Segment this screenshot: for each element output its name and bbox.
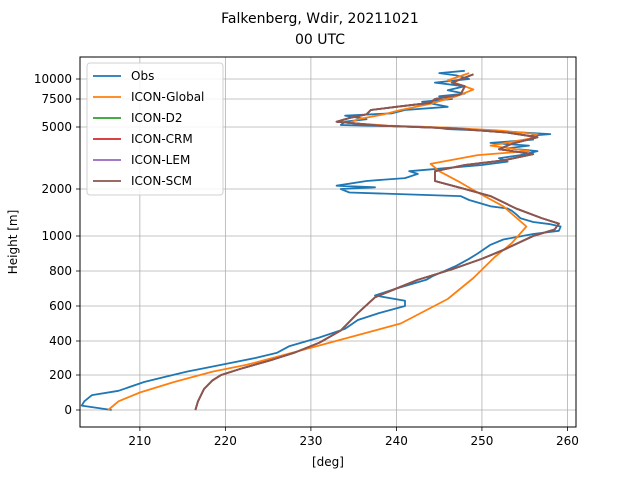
legend-label-icon-scm: ICON-SCM: [131, 174, 192, 188]
plot-frame: [79, 56, 577, 428]
y-tick-label: 2000: [41, 182, 72, 196]
x-axis-label: [deg]: [312, 455, 344, 469]
legend-box: [86, 62, 224, 196]
series-line-obs: [80, 69, 562, 411]
chart-subtitle: 00 UTC: [295, 32, 345, 48]
chart-title: Falkenberg, Wdir, 20211021: [221, 11, 419, 27]
y-tick-label: 5000: [41, 120, 72, 134]
y-tick-label: 200: [49, 368, 72, 382]
series-line-icon-scm: [194, 73, 560, 411]
x-axis-ticks: 210 220 230 240 250 260: [128, 427, 579, 448]
legend-label-icon-global: ICON-Global: [131, 90, 204, 104]
y-tick-label: 600: [49, 299, 72, 313]
y-tick-label: 7500: [41, 92, 72, 106]
y-tick-label: 800: [49, 264, 72, 278]
y-tick-label: 400: [49, 334, 72, 348]
legend-label-icon-lem: ICON-LEM: [131, 153, 190, 167]
legend: Obs ICON-Global ICON-D2 ICON-CRM ICON-LEM ICO…: [86, 62, 224, 196]
x-tick-label: 210: [128, 434, 151, 448]
x-tick-label: 250: [470, 434, 493, 448]
y-tick-label: 0: [64, 403, 72, 417]
x-tick-label: 220: [214, 434, 237, 448]
x-tick-label: 230: [299, 434, 322, 448]
grid-lines: [80, 57, 576, 427]
legend-label-obs: Obs: [131, 69, 154, 83]
y-tick-label: 10000: [34, 72, 72, 86]
y-axis-ticks: 0 200 400 600 800 1000 2000 5000 7500 10000: [34, 72, 80, 417]
x-tick-label: 260: [556, 434, 579, 448]
y-axis-label: Height [m]: [6, 210, 20, 275]
x-tick-label: 240: [385, 434, 408, 448]
series-lines: [80, 69, 562, 411]
legend-label-icon-crm: ICON-CRM: [131, 132, 193, 146]
y-tick-label: 1000: [41, 229, 72, 243]
legend-label-icon-d2: ICON-D2: [131, 111, 183, 125]
